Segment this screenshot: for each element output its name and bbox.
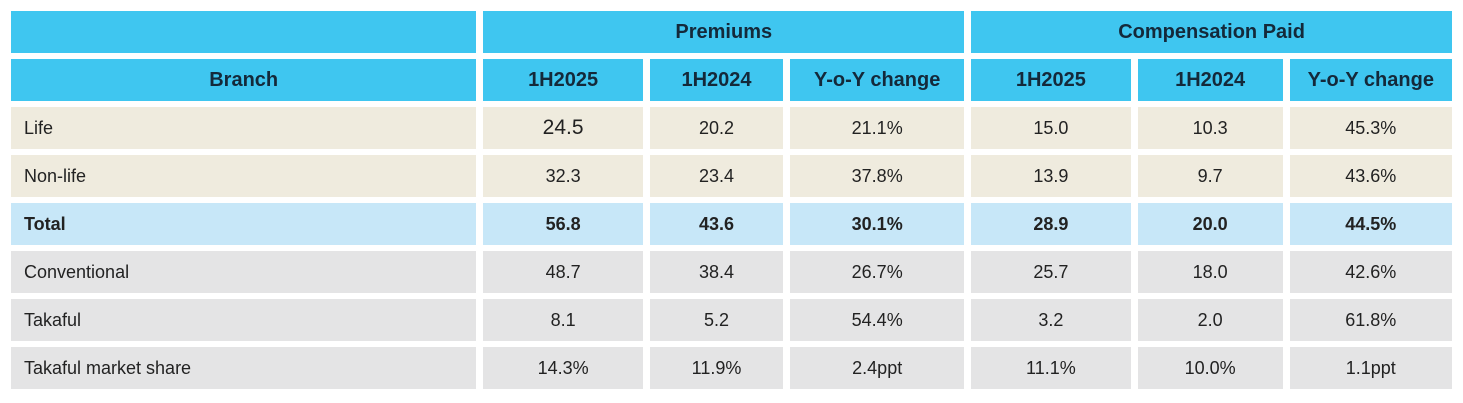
cell-value: 45.3% [1289, 107, 1452, 149]
cell-value: 61.8% [1289, 299, 1452, 341]
row-label: Non-life [11, 155, 477, 197]
column-header-branch: Branch [11, 59, 477, 101]
table-row: Takaful market share 14.3% 11.9% 2.4ppt 11.1… [11, 347, 1452, 389]
cell-value: 24.5 [483, 107, 643, 149]
column-header-premiums-1h2024: 1H2024 [649, 59, 784, 101]
cell-value: 1.1ppt [1289, 347, 1452, 389]
table-row: Conventional 48.7 38.4 26.7% 25.7 18.0 42.6% [11, 251, 1452, 293]
cell-value: 14.3% [483, 347, 643, 389]
column-header-compensation-1h2025: 1H2025 [971, 59, 1131, 101]
cell-value: 54.4% [790, 299, 965, 341]
cell-value: 20.0 [1137, 203, 1283, 245]
group-header-compensation-paid: Compensation Paid [971, 11, 1452, 53]
row-label: Takaful market share [11, 347, 477, 389]
table-row: Non-life 32.3 23.4 37.8% 13.9 9.7 43.6% [11, 155, 1452, 197]
cell-value: 43.6 [649, 203, 784, 245]
cell-value: 13.9 [971, 155, 1131, 197]
column-header-row: Branch 1H2025 1H2024 Y-o-Y change 1H2025… [11, 59, 1452, 101]
cell-value: 28.9 [971, 203, 1131, 245]
branch-header-spacer [11, 11, 477, 53]
cell-value: 44.5% [1289, 203, 1452, 245]
row-label: Takaful [11, 299, 477, 341]
cell-value: 38.4 [649, 251, 784, 293]
cell-value: 2.0 [1137, 299, 1283, 341]
column-header-compensation-yoy-change: Y-o-Y change [1289, 59, 1452, 101]
cell-value: 26.7% [790, 251, 965, 293]
row-label: Life [11, 107, 477, 149]
cell-value: 32.3 [483, 155, 643, 197]
cell-value: 43.6% [1289, 155, 1452, 197]
column-header-compensation-1h2024: 1H2024 [1137, 59, 1283, 101]
table-header: Premiums Compensation Paid Branch 1H2025… [11, 11, 1452, 101]
cell-value: 42.6% [1289, 251, 1452, 293]
cell-value: 37.8% [790, 155, 965, 197]
table-row: Life 24.5 20.2 21.1% 15.0 10.3 45.3% [11, 107, 1452, 149]
table-row: Takaful 8.1 5.2 54.4% 3.2 2.0 61.8% [11, 299, 1452, 341]
table-row: Total 56.8 43.6 30.1% 28.9 20.0 44.5% [11, 203, 1452, 245]
column-header-premiums-1h2025: 1H2025 [483, 59, 643, 101]
cell-value: 56.8 [483, 203, 643, 245]
group-header-premiums: Premiums [483, 11, 965, 53]
cell-value: 23.4 [649, 155, 784, 197]
cell-value: 11.1% [971, 347, 1131, 389]
group-header-row: Premiums Compensation Paid [11, 11, 1452, 53]
cell-value: 9.7 [1137, 155, 1283, 197]
cell-value: 2.4ppt [790, 347, 965, 389]
column-header-premiums-yoy-change: Y-o-Y change [790, 59, 965, 101]
cell-value: 20.2 [649, 107, 784, 149]
row-label: Conventional [11, 251, 477, 293]
cell-value: 10.0% [1137, 347, 1283, 389]
cell-value: 21.1% [790, 107, 965, 149]
premiums-compensation-table: Premiums Compensation Paid Branch 1H2025… [4, 5, 1459, 395]
cell-value: 48.7 [483, 251, 643, 293]
cell-value: 10.3 [1137, 107, 1283, 149]
cell-value: 18.0 [1137, 251, 1283, 293]
cell-value: 11.9% [649, 347, 784, 389]
table-body: Life 24.5 20.2 21.1% 15.0 10.3 45.3% Non-life 32… [11, 107, 1452, 389]
cell-value: 5.2 [649, 299, 784, 341]
row-label: Total [11, 203, 477, 245]
cell-value: 25.7 [971, 251, 1131, 293]
cell-value: 30.1% [790, 203, 965, 245]
cell-value: 8.1 [483, 299, 643, 341]
cell-value: 3.2 [971, 299, 1131, 341]
cell-value: 15.0 [971, 107, 1131, 149]
